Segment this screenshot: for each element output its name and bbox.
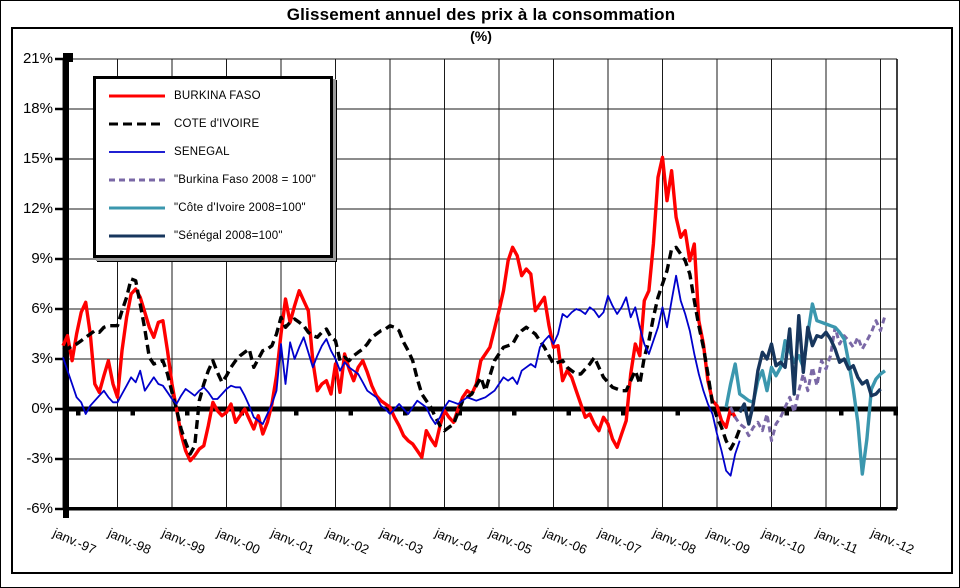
- plot-bottom-border: [63, 507, 897, 511]
- y-axis-tick: [55, 507, 63, 511]
- legend-swatch: [109, 151, 165, 153]
- y-axis-label: 3%: [31, 350, 53, 367]
- zero-line: [63, 406, 897, 412]
- y-axis-label: 12%: [22, 200, 53, 217]
- legend-item: SENEGAL: [96, 138, 330, 166]
- legend-item-label: "Côte d'Ivoire 2008=100": [174, 202, 306, 214]
- zero-line-tick: [784, 406, 789, 416]
- y-axis-tick: [55, 157, 63, 161]
- y-axis-tick: [55, 357, 63, 361]
- y-axis-label: 6%: [31, 300, 53, 317]
- y-axis-label: -3%: [26, 450, 53, 467]
- zero-line-tick: [566, 406, 571, 416]
- series-line: [738, 314, 882, 426]
- y-axis-tick: [55, 207, 63, 211]
- series-lines: [61, 155, 887, 477]
- y-axis-label: 18%: [22, 100, 53, 117]
- zero-line-tick: [457, 406, 462, 416]
- legend-item: "Sénégal 2008=100": [96, 222, 330, 250]
- y-axis-tick: [55, 307, 63, 311]
- y-axis-tick: [55, 407, 63, 411]
- zero-line-tick: [893, 406, 898, 416]
- y-axis-tick: [55, 257, 63, 261]
- legend-swatch: [109, 234, 165, 238]
- zero-line-tick: [675, 406, 680, 416]
- y-axis-label: -6%: [26, 500, 53, 517]
- legend-item-label: SENEGAL: [174, 146, 230, 158]
- zero-line-tick: [185, 406, 190, 416]
- series-line: [729, 315, 887, 443]
- y-axis-label: 21%: [22, 50, 53, 67]
- zero-line-tick: [512, 406, 517, 416]
- chart-subtitle: (%): [470, 28, 492, 44]
- legend-item-label: COTE d'IVOIRE: [174, 118, 260, 130]
- legend-item: BURKINA FASO: [96, 82, 330, 110]
- series-line: [62, 245, 742, 456]
- zero-line-tick: [294, 406, 299, 416]
- legend-swatch: [109, 122, 165, 126]
- y-axis-tick: [55, 57, 63, 61]
- legend-swatch: [109, 94, 165, 98]
- legend-item-label: BURKINA FASO: [174, 90, 261, 102]
- zero-line-tick: [348, 406, 353, 416]
- legend-item-label: "Sénégal 2008=100": [174, 230, 283, 242]
- y-axis-cap: [63, 53, 73, 62]
- legend-swatch: [109, 206, 165, 210]
- chart-title: Glissement annuel des prix à la consomma…: [286, 5, 676, 24]
- zero-line-tick: [621, 406, 626, 416]
- legend-item: COTE d'IVOIRE: [96, 110, 330, 138]
- zero-line-tick: [839, 406, 844, 416]
- series-line: [62, 274, 741, 477]
- y-axis-label: 9%: [31, 250, 53, 267]
- y-axis-line: [63, 53, 69, 518]
- y-axis-label: 0%: [31, 400, 53, 417]
- axes: [55, 53, 898, 518]
- legend-item: "Burkina Faso 2008 = 100": [96, 166, 330, 194]
- zero-line-tick: [76, 406, 81, 416]
- legend: BURKINA FASO COTE d'IVOIRE SENEGAL "Burkina…: [93, 76, 333, 258]
- zero-line-tick: [130, 406, 135, 416]
- y-axis-label: 15%: [22, 150, 53, 167]
- y-axis-tick: [55, 457, 63, 461]
- legend-item: "Côte d'Ivoire 2008=100": [96, 194, 330, 222]
- legend-swatch: [109, 178, 165, 182]
- legend-item-label: "Burkina Faso 2008 = 100": [174, 174, 316, 186]
- y-axis-tick: [55, 107, 63, 111]
- series-line: [724, 302, 887, 476]
